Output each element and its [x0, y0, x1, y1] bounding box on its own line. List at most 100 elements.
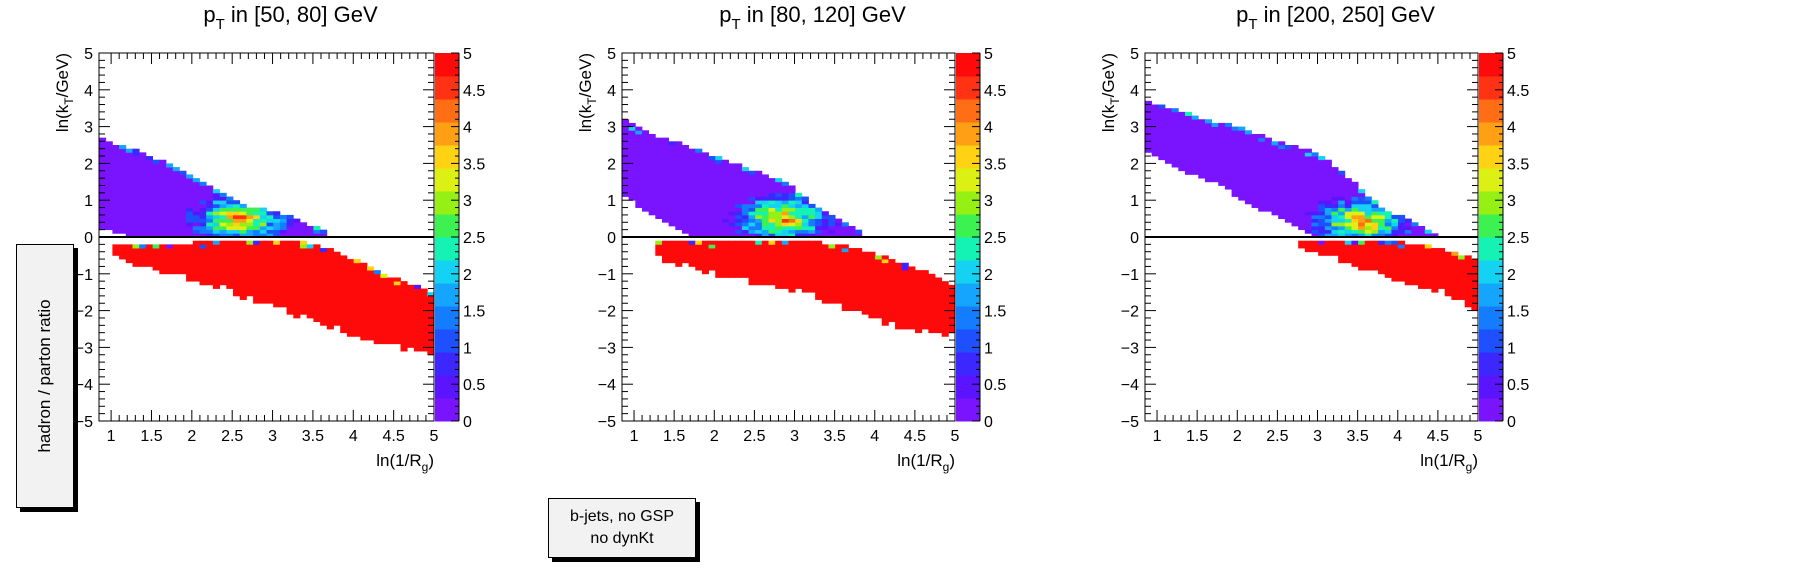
heatmap-cell — [1291, 196, 1299, 201]
y-tick-label: −4 — [75, 377, 93, 394]
heatmap-cell — [313, 229, 321, 234]
heatmap-cell — [407, 332, 415, 337]
heatmap-cell — [655, 145, 663, 150]
heatmap-cell — [1458, 284, 1466, 289]
heatmap-cell — [259, 266, 267, 271]
heatmap-cell — [145, 207, 153, 212]
heatmap-cell — [1444, 292, 1452, 297]
heatmap-cell — [701, 159, 709, 164]
heatmap-cell — [1298, 192, 1306, 197]
heatmap-cell — [219, 277, 227, 282]
colorbar-segment — [956, 99, 980, 123]
heatmap-cell — [1324, 159, 1332, 164]
heatmap-cell — [273, 214, 281, 219]
heatmap-cell — [795, 251, 803, 256]
heatmap-cell — [1184, 152, 1193, 157]
heatmap-cell — [735, 266, 743, 271]
heatmap-cell — [125, 251, 133, 256]
colorbar-tick-label: 3 — [1507, 193, 1516, 210]
heatmap-cell — [1291, 181, 1299, 186]
heatmap-cell — [333, 277, 341, 282]
heatmap-cell — [1184, 126, 1193, 131]
heatmap-cell — [293, 288, 301, 293]
heatmap-cell — [1431, 284, 1439, 289]
heatmap-cell — [1471, 295, 1479, 300]
heatmap-cell — [1218, 181, 1226, 186]
heatmap-cell — [1411, 244, 1419, 249]
heatmap-cell — [681, 207, 689, 212]
heatmap-cell — [655, 156, 663, 161]
heatmap-cell — [1324, 225, 1332, 231]
heatmap-cell — [259, 292, 267, 297]
heatmap-cell — [1278, 145, 1286, 150]
heatmap-cell — [1304, 214, 1312, 219]
heatmap-cell — [293, 259, 301, 264]
heatmap-cell — [1324, 244, 1332, 249]
heatmap-cell — [1398, 225, 1406, 231]
heatmap-cell — [1264, 137, 1272, 142]
heatmap-cell — [721, 192, 729, 197]
heatmap-cell — [741, 207, 749, 212]
heatmap-cell — [326, 266, 334, 271]
heatmap-cell — [1411, 248, 1419, 253]
heatmap-cell — [1198, 163, 1206, 168]
heatmap-cell — [635, 145, 643, 150]
heatmap-cell — [340, 325, 348, 330]
heatmap-cell — [861, 306, 869, 311]
heatmap-cell — [741, 259, 749, 264]
heatmap-cell — [1278, 156, 1286, 161]
heatmap-cell — [192, 185, 200, 190]
heatmap-cell — [715, 214, 723, 219]
heatmap-cell — [795, 277, 803, 282]
heatmap-cell — [928, 288, 936, 293]
heatmap-cell — [1278, 207, 1286, 212]
heatmap-cell — [132, 167, 140, 172]
heatmap-cell — [186, 262, 194, 267]
heatmap-cell — [681, 189, 689, 194]
heatmap-cell — [313, 233, 321, 238]
heatmap-cell — [333, 314, 341, 319]
heatmap-cell — [233, 225, 241, 231]
heatmap-cell — [1211, 163, 1219, 168]
heatmap-cell — [367, 295, 375, 300]
heatmap-cell — [1304, 192, 1312, 197]
heatmap-cell — [199, 259, 207, 264]
heatmap-cell — [387, 314, 395, 319]
heatmap-cell — [761, 178, 769, 183]
heatmap-cell — [192, 229, 200, 234]
heatmap-cell — [367, 336, 375, 341]
heatmap-cell — [186, 259, 194, 264]
heatmap-cell — [768, 203, 776, 208]
x-tick-label: 5 — [1474, 428, 1483, 445]
heatmap-cell — [413, 314, 421, 319]
heatmap-cell — [868, 310, 876, 315]
heatmap-cell — [1471, 299, 1479, 304]
heatmap-cell — [279, 248, 287, 253]
heatmap-cell — [1258, 137, 1266, 142]
heatmap-cell — [1344, 248, 1352, 253]
heatmap-cell — [661, 211, 670, 216]
heatmap-cell — [808, 248, 816, 253]
heatmap-cell — [701, 156, 709, 161]
heatmap-cell — [1304, 203, 1312, 208]
heatmap-cell — [413, 299, 421, 304]
heatmap-cell — [139, 211, 147, 216]
heatmap-cell — [728, 207, 736, 212]
heatmap-cell — [1404, 281, 1412, 286]
heatmap-cell — [868, 303, 876, 308]
heatmap-cell — [159, 159, 167, 164]
heatmap-cell — [1258, 133, 1266, 139]
heatmap-cell — [775, 181, 783, 186]
heatmap-cell — [728, 255, 736, 260]
heatmap-cell — [286, 288, 294, 293]
heatmap-cell — [99, 203, 107, 208]
heatmap-cell — [1264, 189, 1272, 194]
heatmap-cell — [668, 200, 676, 205]
heatmap-cell — [1244, 130, 1252, 135]
heatmap-cell — [1251, 141, 1259, 146]
heatmap-cell — [688, 178, 696, 183]
heatmap-cell — [875, 299, 883, 304]
heatmap-cell — [828, 222, 836, 227]
heatmap-cell — [300, 251, 308, 256]
heatmap-cell — [748, 185, 756, 190]
